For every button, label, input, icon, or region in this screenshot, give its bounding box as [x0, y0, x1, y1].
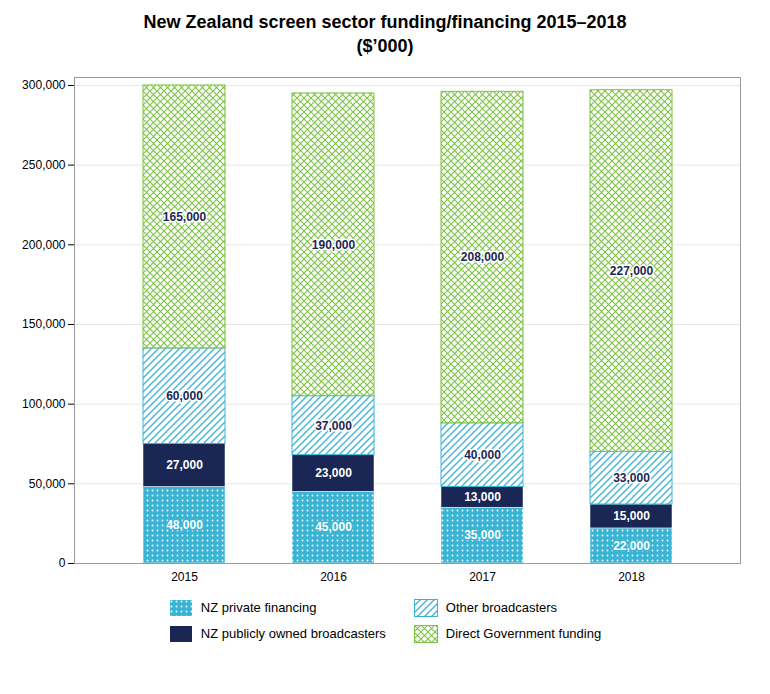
html-text:Direct Government funding: Direct Government funding — [445, 626, 602, 642]
svg-text:48,000: 48,000 — [166, 518, 203, 532]
svg-text:13,000: 13,000 — [464, 490, 501, 504]
svg-text:2017: 2017 — [469, 570, 496, 584]
svg-text:37,000: 37,000 — [315, 418, 352, 432]
svg-text:0: 0 — [59, 556, 66, 570]
svg-text:300,000: 300,000 — [22, 78, 66, 92]
svg-text:100,000: 100,000 — [22, 397, 66, 411]
svg-text:33,000: 33,000 — [613, 471, 650, 485]
html-text:Other broadcasters: Other broadcasters — [445, 600, 558, 616]
svg-text:208,000: 208,000 — [461, 250, 505, 264]
svg-text:50,000: 50,000 — [29, 476, 66, 490]
svg-text:60,000: 60,000 — [166, 389, 203, 403]
svg-text:250,000: 250,000 — [22, 158, 66, 172]
svg-text:227,000: 227,000 — [610, 264, 654, 278]
svg-text:15,000: 15,000 — [613, 509, 650, 523]
svg-text:190,000: 190,000 — [312, 237, 356, 251]
svg-text:200,000: 200,000 — [22, 237, 66, 251]
svg-text:2018: 2018 — [618, 570, 645, 584]
svg-text:27,000: 27,000 — [166, 458, 203, 472]
svg-text:2016: 2016 — [320, 570, 347, 584]
svg-text:2015: 2015 — [171, 570, 198, 584]
svg-text:23,000: 23,000 — [315, 466, 352, 480]
svg-text:35,000: 35,000 — [464, 528, 501, 542]
svg-text:165,000: 165,000 — [163, 209, 207, 223]
html-text:NZ private financing: NZ private financing — [200, 600, 317, 616]
html-text:NZ publicly owned broadcasters: NZ publicly owned broadcasters — [200, 626, 386, 642]
svg-text:150,000: 150,000 — [22, 317, 66, 331]
svg-text:40,000: 40,000 — [464, 448, 501, 462]
svg-text:45,000: 45,000 — [315, 520, 352, 534]
svg-text:22,000: 22,000 — [613, 538, 650, 552]
html-text:New Zealand screen sector fund: New Zealand screen sector funding/financ… — [143, 12, 627, 57]
